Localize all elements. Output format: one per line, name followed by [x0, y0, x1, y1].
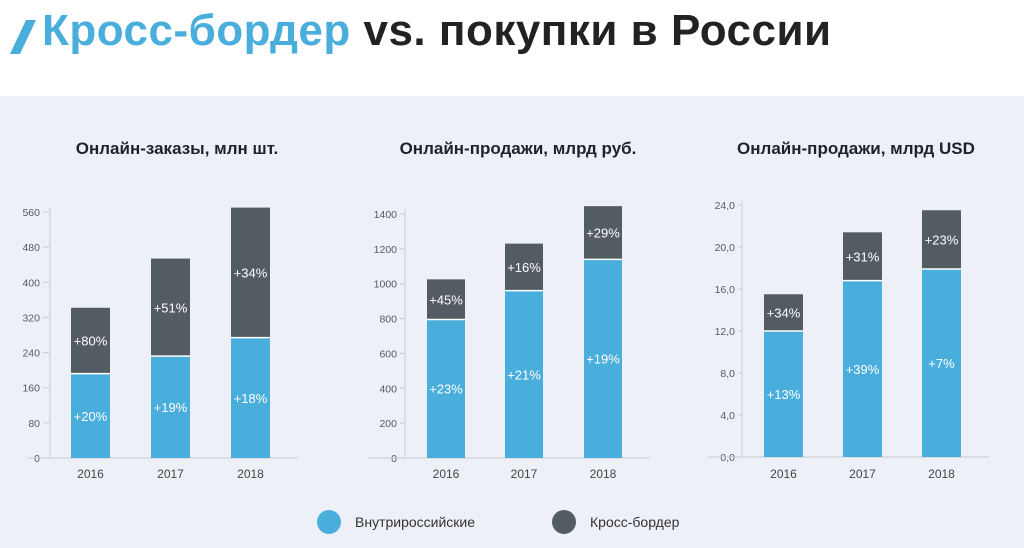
y-tick-label: 1400	[374, 209, 398, 221]
bar-data-label: +39%	[846, 362, 880, 377]
y-tick-label: 80	[28, 418, 40, 430]
bar-data-label: +19%	[154, 400, 188, 415]
bar-segment	[843, 232, 882, 281]
chart-title: Онлайн-заказы, млн шт.	[76, 139, 278, 158]
bar-segment	[151, 258, 190, 357]
x-tick-label: 2018	[928, 467, 955, 481]
page-title: Кросс-бордер vs. покупки в России	[42, 6, 832, 56]
bar-segment	[843, 280, 882, 457]
bar-data-label: +45%	[429, 292, 463, 307]
y-tick-label: 800	[379, 314, 397, 326]
y-tick-label: 0	[34, 453, 40, 465]
x-tick-label: 2016	[77, 467, 104, 481]
bar-segment	[427, 279, 465, 320]
y-tick-label: 400	[22, 277, 40, 289]
legend-domestic: Внутрироссийские	[317, 510, 475, 534]
y-tick-label: 4,0	[720, 410, 735, 422]
x-tick-label: 2017	[511, 467, 538, 481]
bar-data-label: +29%	[586, 226, 620, 241]
y-tick-label: 200	[379, 418, 397, 430]
bar-data-label: +23%	[925, 233, 959, 248]
bar-segment	[764, 294, 803, 331]
y-tick-label: 1200	[374, 244, 398, 256]
y-tick-label: 400	[379, 383, 397, 395]
y-tick-label: 12,0	[715, 326, 736, 338]
title-rest: vs. покупки в России	[350, 6, 832, 55]
bar-data-label: +18%	[234, 391, 268, 406]
bar-data-label: +80%	[74, 334, 108, 349]
y-tick-label: 24,0	[715, 200, 736, 212]
y-tick-label: 1000	[374, 279, 398, 291]
bar-data-label: +13%	[767, 387, 801, 402]
y-tick-label: 320	[22, 312, 40, 324]
bar-segment	[151, 356, 190, 458]
bar-segment	[427, 319, 465, 458]
header: Кросс-бордер vs. покупки в России	[0, 0, 1024, 96]
slash-logo-icon	[10, 20, 36, 54]
bar-segment	[584, 259, 622, 458]
legend-crossborder-dot	[552, 510, 576, 534]
chart-title: Онлайн-продажи, млрд руб.	[400, 139, 637, 158]
bar-segment	[505, 290, 543, 458]
y-tick-label: 160	[22, 383, 40, 395]
bar-data-label: +31%	[846, 249, 880, 264]
x-tick-label: 2017	[157, 467, 184, 481]
y-tick-label: 560	[22, 207, 40, 219]
bar-segment	[584, 206, 622, 260]
y-tick-label: 20,0	[715, 242, 736, 254]
x-tick-label: 2016	[770, 467, 797, 481]
y-tick-label: 0	[391, 453, 397, 465]
bar-segment	[231, 337, 270, 458]
y-tick-label: 0,0	[720, 452, 735, 464]
x-tick-label: 2018	[237, 467, 264, 481]
bar-segment	[505, 243, 543, 291]
chart-title: Онлайн-продажи, млрд USD	[737, 139, 975, 158]
bar-segment	[231, 207, 270, 338]
bar-segment	[922, 210, 961, 270]
legend-crossborder: Кросс-бордер	[552, 510, 679, 534]
x-tick-label: 2016	[433, 467, 460, 481]
bar-data-label: +7%	[928, 356, 955, 371]
bar-segment	[71, 307, 110, 374]
legend: Внутрироссийские Кросс-бордер	[0, 510, 1024, 534]
bar-data-label: +51%	[154, 300, 188, 315]
bar-data-label: +34%	[234, 266, 268, 281]
y-tick-label: 16,0	[715, 284, 736, 296]
legend-domestic-dot	[317, 510, 341, 534]
bar-data-label: +19%	[586, 352, 620, 367]
x-tick-label: 2017	[849, 467, 876, 481]
bar-segment	[71, 373, 110, 458]
y-tick-label: 480	[22, 242, 40, 254]
bar-data-label: +16%	[507, 260, 541, 275]
bar-data-label: +34%	[767, 306, 801, 321]
bar-data-label: +20%	[74, 409, 108, 424]
title-highlight: Кросс-бордер	[42, 6, 351, 55]
bar-segment	[764, 331, 803, 457]
legend-crossborder-label: Кросс-бордер	[590, 514, 680, 530]
y-tick-label: 8,0	[720, 368, 735, 380]
bar-data-label: +23%	[429, 382, 463, 397]
bar-data-label: +21%	[507, 367, 541, 382]
x-tick-label: 2018	[590, 467, 617, 481]
y-tick-label: 600	[379, 348, 397, 360]
bar-segment	[922, 269, 961, 457]
legend-domestic-label: Внутрироссийские	[355, 514, 476, 530]
y-tick-label: 240	[22, 348, 40, 360]
